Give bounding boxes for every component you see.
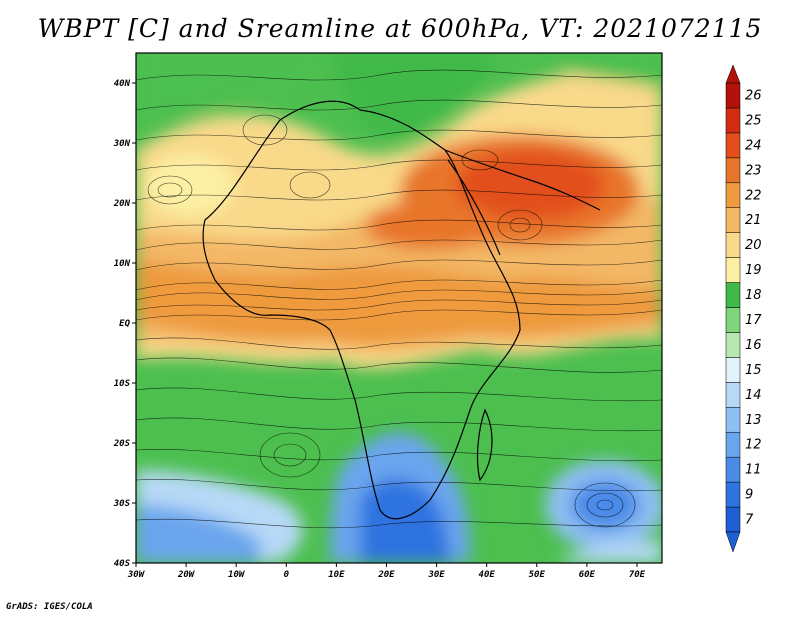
lon-tick-label: 20W [177, 570, 196, 580]
colorbar-segment [725, 481, 741, 508]
colorbar-label: 23 [745, 163, 762, 178]
colorbar-bottom-arrow [725, 531, 741, 553]
colorbar-label: 15 [745, 363, 762, 378]
colorbar-label: 26 [745, 88, 762, 103]
footer-credit: GrADS: IGES/COLA [6, 602, 93, 612]
map-frame [135, 52, 663, 564]
lat-tick-label: 40S [114, 559, 131, 569]
lat-tick-label: 30N [113, 139, 131, 149]
colorbar-label: 25 [745, 113, 762, 128]
colorbar-segment [725, 157, 741, 184]
colorbar-segment [725, 82, 741, 109]
lat-tick-label: 10S [114, 379, 131, 389]
colorbar-segment [725, 257, 741, 283]
colorbar-label: 12 [745, 438, 762, 453]
lat-tick-label: 10N [114, 259, 131, 269]
colorbar-segment [725, 382, 741, 408]
coastlines [202, 100, 601, 520]
colorbar-segment [725, 107, 741, 134]
lat-tick-label: EQ [119, 319, 130, 329]
longitude-axis: 30W 20W 10W 0 10E 20E 30E 40E 50E 60E 70E [127, 563, 646, 580]
colorbar-segment [725, 132, 741, 159]
colorbar-segment [725, 357, 741, 383]
colorbar-label: 11 [745, 463, 762, 478]
lon-tick-label: 70E [629, 570, 646, 580]
colorbar-segment [725, 182, 741, 208]
lat-tick-label: 20N [113, 199, 131, 209]
lon-tick-label: 10W [228, 570, 246, 580]
colorbar-label: 16 [745, 338, 762, 353]
colorbar-label: 19 [745, 263, 762, 278]
colorbar-segment [725, 232, 741, 258]
colorbar-segment [725, 456, 741, 483]
lat-tick-label: 20S [113, 439, 131, 449]
chart-title: WBPT [C] and Sreamline at 600hPa, VT: 20… [37, 14, 763, 43]
colorbar-segment [725, 207, 741, 233]
lon-tick-label: 30E [427, 570, 445, 580]
colorbar-label: 24 [745, 138, 762, 153]
lat-tick-label: 40N [114, 79, 131, 89]
colorbar-segment [725, 407, 741, 433]
lat-tick-label: 30S [113, 499, 131, 509]
colorbar-label: 9 [745, 488, 753, 503]
lon-tick-label: 60E [579, 570, 596, 580]
latitude-axis: 40N 30N 20N 10N EQ 10S 20S 30S 40S [113, 79, 136, 569]
colorbar-segment [725, 307, 741, 333]
lon-tick-label: 40E [479, 570, 496, 580]
colorbar-top-arrow [725, 64, 741, 84]
colorbar-segment [725, 282, 741, 308]
lon-tick-label: 30W [127, 570, 146, 580]
colorbar-label: 20 [745, 238, 762, 253]
lon-tick-label: 20E [377, 570, 395, 580]
colorbar-segment [725, 431, 741, 458]
colorbar-label: 14 [745, 388, 762, 403]
colorbar-label: 7 [745, 513, 754, 528]
lon-tick-label: 10E [328, 570, 345, 580]
streamlines [136, 69, 662, 529]
colorbar-label: 21 [745, 213, 762, 228]
lon-tick-label: 0 [284, 570, 290, 580]
colorbar-label: 17 [745, 313, 762, 328]
wbpt-field [136, 53, 662, 563]
lon-tick-label: 50E [529, 570, 546, 580]
colorbar-label: 22 [745, 188, 762, 203]
colorbar: 7 9 11 12 13 14 15 16 17 18 19 20 21 22 23 24 25 26 [725, 64, 762, 553]
colorbar-segment [725, 506, 741, 533]
colorbar-segment [725, 332, 741, 358]
colorbar-label: 18 [745, 288, 762, 303]
colorbar-label: 13 [745, 413, 762, 428]
